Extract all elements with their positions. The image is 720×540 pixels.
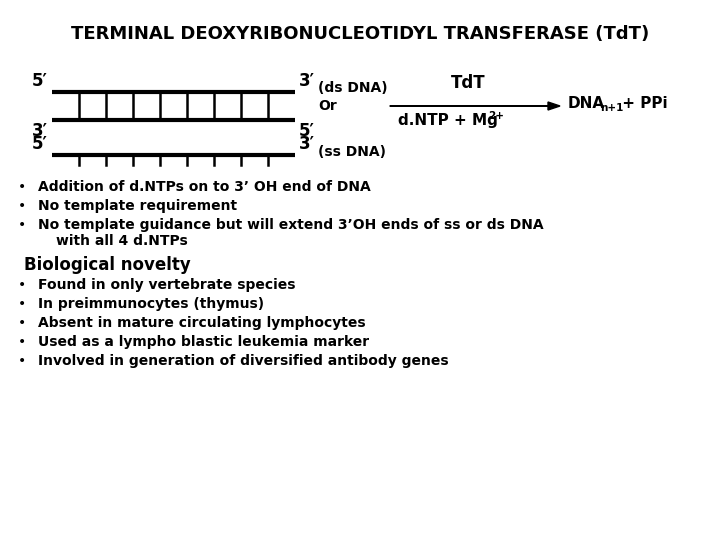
Text: •: •	[18, 180, 26, 194]
Text: •: •	[18, 354, 26, 368]
Text: (ds DNA): (ds DNA)	[318, 81, 387, 95]
Text: 3′: 3′	[32, 122, 48, 140]
Text: + PPi: + PPi	[617, 96, 667, 111]
Text: TdT: TdT	[451, 74, 485, 92]
Text: Used as a lympho blastic leukemia marker: Used as a lympho blastic leukemia marker	[38, 335, 369, 349]
FancyArrow shape	[390, 102, 560, 110]
Text: 3′: 3′	[299, 72, 315, 90]
Text: d.NTP + Mg: d.NTP + Mg	[398, 112, 498, 127]
Text: Found in only vertebrate species: Found in only vertebrate species	[38, 278, 295, 292]
Text: (ss DNA): (ss DNA)	[318, 145, 386, 159]
Text: No template requirement: No template requirement	[38, 199, 237, 213]
Text: TERMINAL DEOXYRIBONUCLEOTIDYL TRANSFERASE (TdT): TERMINAL DEOXYRIBONUCLEOTIDYL TRANSFERAS…	[71, 25, 649, 43]
Text: 2+: 2+	[488, 111, 504, 121]
Text: DNA: DNA	[568, 96, 605, 111]
Text: •: •	[18, 335, 26, 349]
Text: •: •	[18, 199, 26, 213]
Text: No template guidance but will extend 3’OH ends of ss or ds DNA: No template guidance but will extend 3’O…	[38, 218, 544, 232]
Text: •: •	[18, 278, 26, 292]
Text: with all 4 d.NTPs: with all 4 d.NTPs	[56, 234, 188, 248]
Text: Addition of d.NTPs on to 3’ OH end of DNA: Addition of d.NTPs on to 3’ OH end of DN…	[38, 180, 371, 194]
Text: Biological novelty: Biological novelty	[24, 256, 191, 274]
Text: 5′: 5′	[32, 72, 48, 90]
Text: In preimmunocytes (thymus): In preimmunocytes (thymus)	[38, 297, 264, 311]
Text: Or: Or	[318, 99, 337, 113]
Text: 5′: 5′	[299, 122, 315, 140]
Text: •: •	[18, 316, 26, 330]
Text: •: •	[18, 297, 26, 311]
Text: 5′: 5′	[32, 135, 48, 153]
Text: n+1: n+1	[600, 103, 624, 113]
Text: •: •	[18, 218, 26, 232]
Text: 3′: 3′	[299, 135, 315, 153]
Text: Absent in mature circulating lymphocytes: Absent in mature circulating lymphocytes	[38, 316, 366, 330]
Text: Involved in generation of diversified antibody genes: Involved in generation of diversified an…	[38, 354, 449, 368]
